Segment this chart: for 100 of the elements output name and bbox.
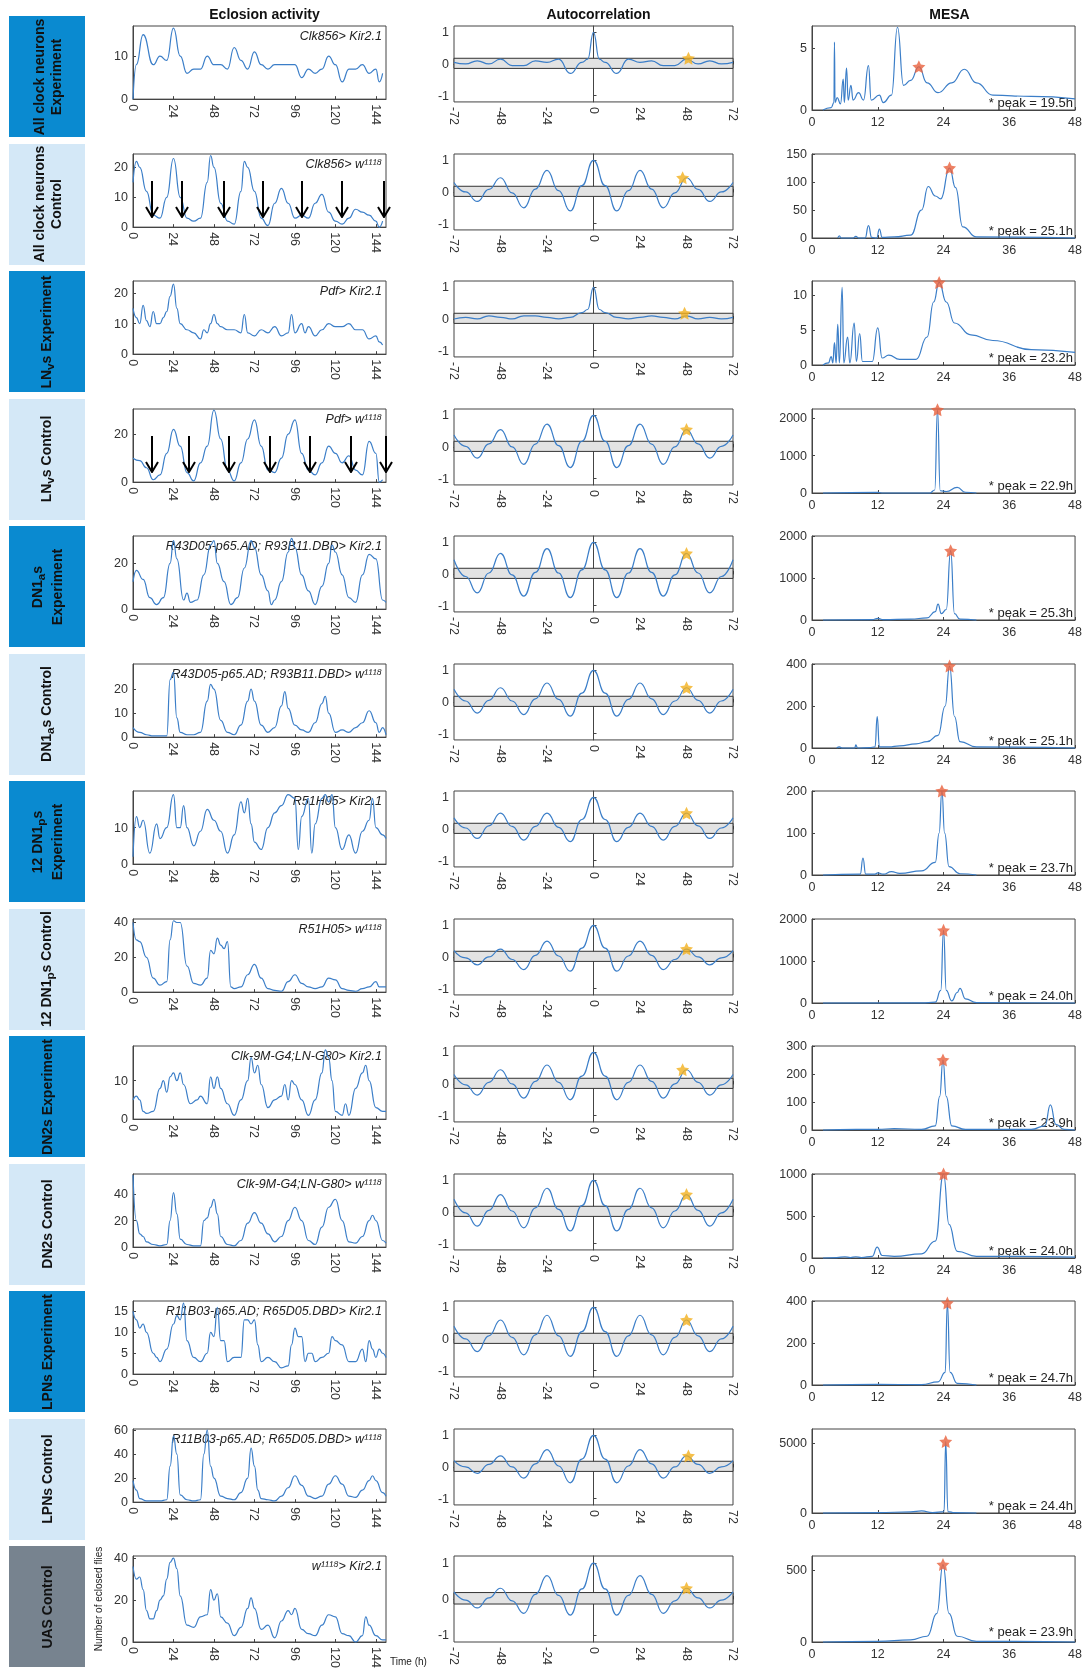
x-tick-label: -48 <box>493 1381 508 1401</box>
x-tick-label: 120 <box>328 1124 343 1146</box>
x-tick-label: 0 <box>586 1509 601 1517</box>
x-tick-label: 48 <box>679 871 694 886</box>
annotation: Clk856> w¹¹¹⁸ <box>305 156 383 170</box>
x-tick-label: 96 <box>287 1647 302 1661</box>
y-tick-label: 1 <box>442 1427 450 1442</box>
x-tick-label: 24 <box>936 1007 951 1021</box>
x-tick-label: 48 <box>206 996 221 1011</box>
line-series <box>453 414 734 468</box>
x-tick-label: 36 <box>1002 879 1017 894</box>
x-tick-label: 24 <box>166 996 181 1011</box>
y-tick-label: -1 <box>437 1627 450 1642</box>
x-tick-label: 12 <box>870 497 885 511</box>
x-tick-label: 120 <box>328 1379 343 1401</box>
x-tick-label: 48 <box>679 489 694 504</box>
x-tick-label: -48 <box>493 1509 508 1528</box>
y-tick-label: 20 <box>114 681 129 696</box>
annotation: w¹¹¹⁸> Kir2.1 <box>311 1558 382 1573</box>
x-tick-label: -72 <box>447 1647 461 1666</box>
y-tick-label: 5 <box>121 1346 129 1361</box>
x-tick-label: 36 <box>1002 1134 1017 1149</box>
x-tick-label: 72 <box>247 1647 262 1661</box>
y-tick-label: 10 <box>114 49 129 64</box>
x-tick-label: 0 <box>586 999 601 1007</box>
annotation: * peak = 22.9h <box>988 477 1074 492</box>
x-tick-label: -24 <box>540 234 554 253</box>
x-tick-label: 0 <box>126 1251 140 1259</box>
x-tick-label: -48 <box>493 361 508 381</box>
x-tick-label: 24 <box>936 242 951 256</box>
x-tick-label: 0 <box>586 361 601 369</box>
x-tick-label: 96 <box>287 996 302 1011</box>
line-series <box>453 159 734 212</box>
annotation: Pdf> w¹¹¹⁸ <box>325 411 382 425</box>
x-tick-label: 24 <box>633 361 647 376</box>
line-series <box>453 1562 734 1616</box>
x-tick-label: 0 <box>126 1124 140 1132</box>
x-tick-label: 96 <box>287 1379 302 1394</box>
text: DN2s Control <box>38 1179 56 1269</box>
text: DN2s Experiment <box>38 1038 56 1155</box>
x-axis-title: Time (h) <box>390 1655 427 1667</box>
x-tick-label: 24 <box>936 1134 951 1149</box>
x-tick-label: 96 <box>287 359 302 374</box>
x-tick-label: 96 <box>287 231 302 246</box>
y-tick-label: 400 <box>786 1294 808 1308</box>
x-tick-label: 48 <box>206 1506 221 1521</box>
y-axis-title: Number of eclosed flies <box>92 1546 104 1652</box>
x-tick-label: -24 <box>540 489 554 508</box>
x-tick-label: 36 <box>1002 242 1017 256</box>
x-tick-label: 72 <box>247 359 262 374</box>
x-tick-label: 72 <box>726 361 740 376</box>
x-tick-label: -72 <box>447 744 461 763</box>
line-series <box>132 1557 387 1643</box>
line-series <box>453 1051 734 1101</box>
y-tick-label: 500 <box>786 1208 808 1223</box>
x-tick-label: 48 <box>1068 752 1083 766</box>
x-tick-label: 48 <box>1068 369 1083 384</box>
y-tick-label: 20 <box>114 159 129 174</box>
text: All clock neurons Experiment <box>29 18 65 135</box>
x-tick-label: 36 <box>1002 497 1017 511</box>
x-tick-label: 48 <box>679 999 694 1014</box>
x-tick-label: -48 <box>493 1254 508 1273</box>
x-tick-label: 48 <box>1068 242 1083 256</box>
y-tick-label: 400 <box>786 656 808 671</box>
x-tick-label: 120 <box>328 1251 343 1273</box>
line-series <box>132 1429 387 1502</box>
x-tick-label: 72 <box>247 1506 262 1521</box>
x-tick-label: -24 <box>540 616 554 636</box>
y-tick-label: 0 <box>442 949 450 964</box>
y-tick-label: 1 <box>442 1045 450 1060</box>
x-tick-label: 48 <box>206 1379 221 1394</box>
x-tick-label: 72 <box>726 1126 740 1141</box>
x-tick-label: 96 <box>287 104 302 119</box>
x-tick-label: 144 <box>368 1251 383 1273</box>
x-tick-label: 48 <box>679 1126 694 1141</box>
x-tick-label: 48 <box>679 744 694 759</box>
x-tick-label: 48 <box>206 1647 221 1661</box>
x-tick-label: -72 <box>447 361 461 381</box>
line-series <box>132 1049 387 1116</box>
x-tick-label: 24 <box>166 741 181 756</box>
y-tick-label: -1 <box>437 343 450 358</box>
y-tick-label: 2000 <box>779 410 808 425</box>
x-tick-label: 12 <box>870 752 885 766</box>
x-tick-label: 48 <box>206 614 221 629</box>
y-tick-label: 2000 <box>779 911 808 926</box>
x-tick-label: 120 <box>328 231 343 253</box>
x-tick-label: 72 <box>247 1251 262 1266</box>
x-tick-label: 48 <box>679 1381 694 1396</box>
x-tick-label: 120 <box>328 996 343 1018</box>
x-tick-label: 72 <box>726 1381 740 1396</box>
x-tick-label: 120 <box>328 741 343 763</box>
text: All clock neurons Control <box>29 145 64 263</box>
x-tick-label: -72 <box>447 999 461 1018</box>
x-tick-label: 120 <box>328 869 343 891</box>
x-tick-label: 36 <box>1002 1646 1017 1661</box>
y-tick-label: 10 <box>114 316 129 331</box>
line-series <box>132 919 387 992</box>
x-tick-label: 48 <box>206 741 221 756</box>
x-tick-label: -24 <box>540 106 554 126</box>
x-tick-label: 24 <box>936 879 951 894</box>
